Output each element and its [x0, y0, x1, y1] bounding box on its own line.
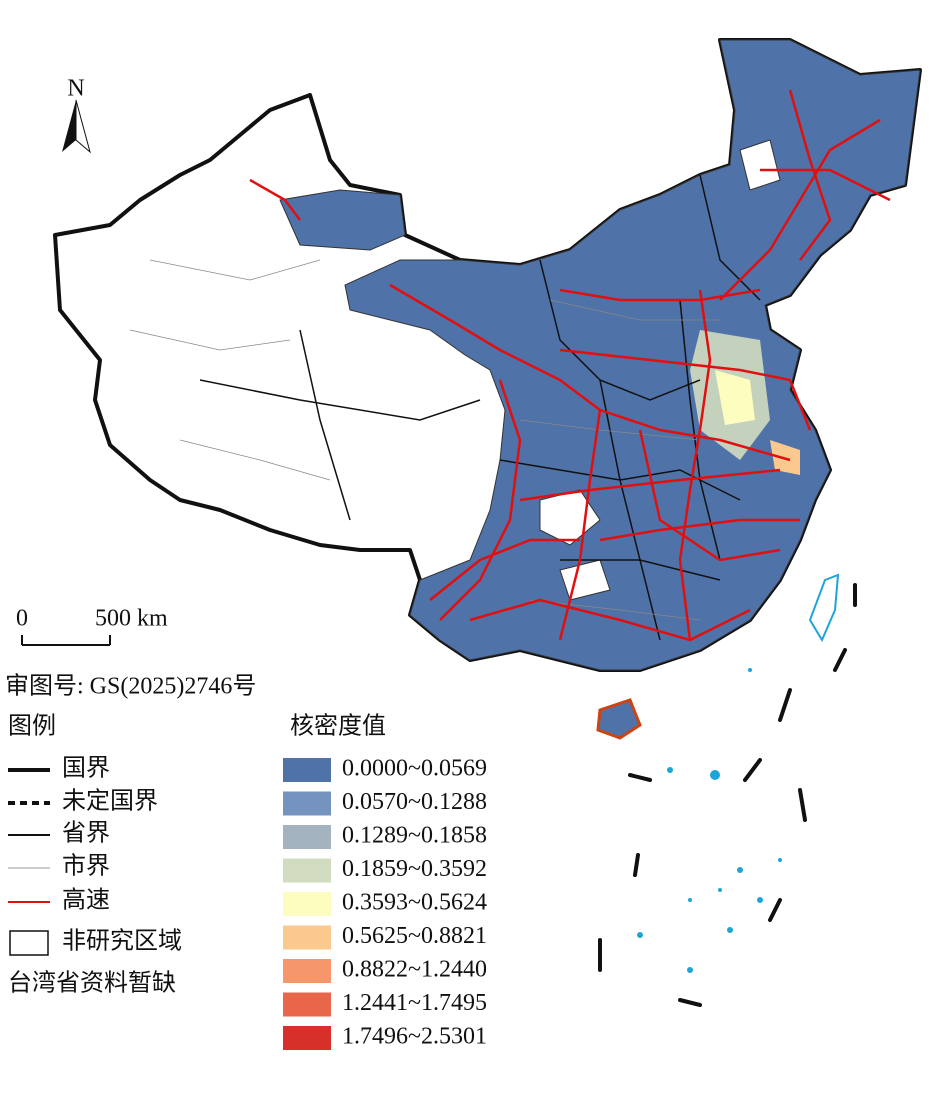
- density-swatch: [283, 892, 331, 916]
- legend-label: 高速: [62, 887, 110, 914]
- islands: [637, 668, 782, 973]
- undetermined-boundary: [598, 583, 857, 1007]
- density-label: 0.1859~0.3592: [342, 856, 487, 882]
- density-legend-title: 核密度值: [290, 713, 386, 740]
- legend-label: 非研究区域: [62, 928, 182, 955]
- legend-label: 市界: [62, 853, 110, 880]
- density-swatch: [283, 925, 331, 950]
- scale-start: 0: [16, 606, 28, 632]
- legend-title: 图例: [8, 713, 56, 740]
- legend-label: 未定国界: [62, 788, 158, 815]
- north-arrow: N: [62, 76, 91, 154]
- density-label: 0.1289~0.1858: [342, 823, 487, 849]
- north-arrow-shape: [75, 99, 91, 154]
- density-label: 0.0570~0.1288: [342, 789, 487, 815]
- density-swatch: [283, 959, 331, 983]
- north-label: N: [67, 76, 84, 102]
- density-label: 0.3593~0.5624: [342, 890, 487, 916]
- density-label: 0.5625~0.8821: [342, 923, 487, 949]
- density-swatch: [283, 825, 331, 849]
- density-swatch: [283, 791, 331, 816]
- study-area: [344, 39, 921, 671]
- density-label: 1.2441~1.7495: [342, 990, 487, 1016]
- hotspot: [715, 370, 755, 425]
- study-area-northwest: [279, 189, 406, 251]
- scale-end: 500 km: [95, 606, 168, 632]
- density-label: 0.0000~0.0569: [342, 756, 487, 782]
- density-label: 1.7496~2.5301: [342, 1024, 487, 1050]
- legend-label: 省界: [62, 820, 110, 847]
- density-swatch: [283, 1026, 331, 1050]
- north-arrow-shape: [62, 100, 76, 152]
- map-body: [53, 38, 922, 1007]
- density-swatch: [283, 858, 331, 883]
- city-borders: [129, 259, 720, 621]
- taiwan: [808, 573, 840, 643]
- province-borders: [199, 174, 761, 641]
- density-swatch: [283, 992, 331, 1017]
- legend-label: 国界: [62, 756, 110, 782]
- expressways: [249, 89, 891, 642]
- density-label: 0.8822~1.2440: [342, 957, 487, 983]
- density-swatch: [283, 758, 331, 782]
- approval-number: 审图号: GS(2025)2746号: [5, 673, 256, 700]
- hainan: [596, 698, 642, 740]
- legend-symbol: [9, 930, 49, 956]
- legend-note: 台湾省资料暂缺: [8, 970, 176, 997]
